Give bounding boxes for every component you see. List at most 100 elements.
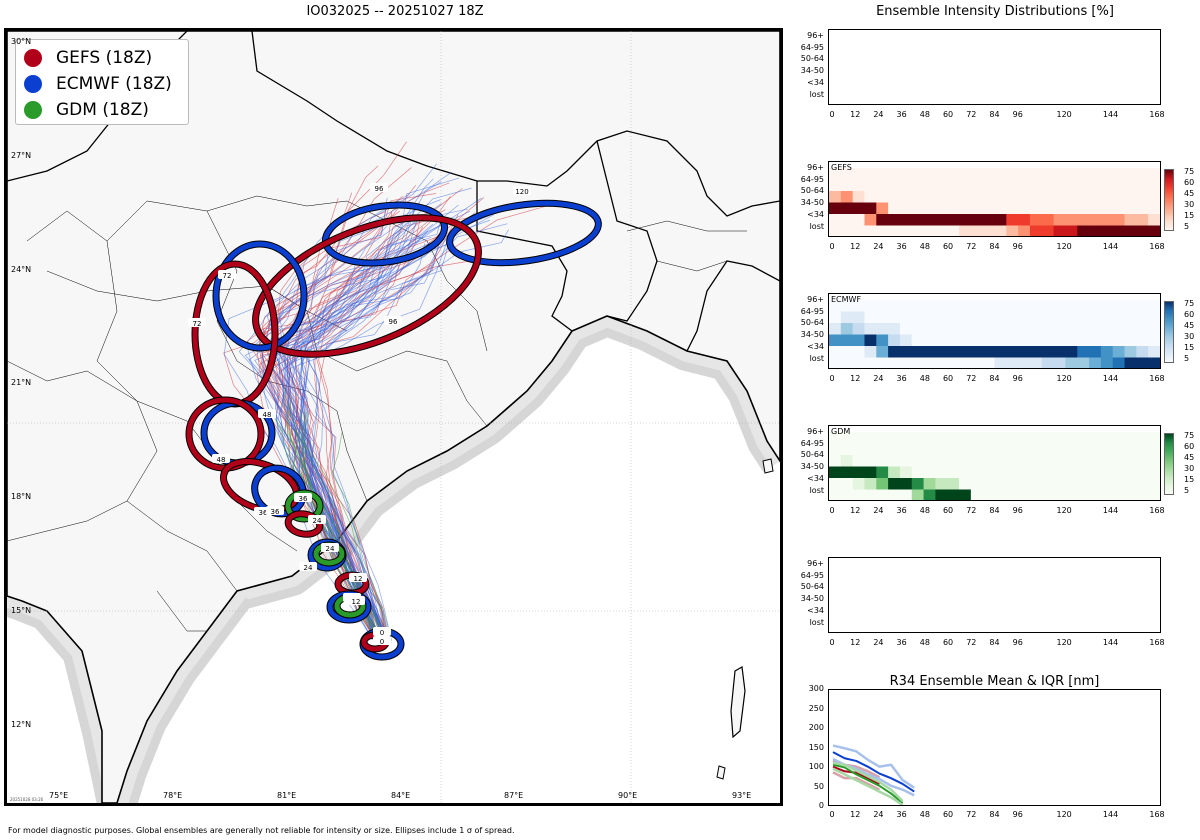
gdm-marker xyxy=(24,101,42,119)
heatmap-cell xyxy=(1077,489,1090,500)
x-tick-label: 168 xyxy=(1149,374,1165,383)
heatmap-cell xyxy=(899,443,913,456)
footer-note: For model diagnostic purposes. Global en… xyxy=(8,826,515,835)
heatmap-cell xyxy=(1018,346,1031,358)
legend-entry-gefs: GEFS (18Z) xyxy=(24,46,152,70)
track-map[interactable]: 12096967272484836363624242412121200 GEFS… xyxy=(4,28,783,806)
heatmap-cell xyxy=(840,443,854,456)
heatmap-cell xyxy=(1006,443,1019,456)
heatmap-cell xyxy=(911,478,924,490)
heatmap-cell xyxy=(1018,334,1031,347)
heatmap-cell xyxy=(1136,346,1149,358)
heatmap-cell xyxy=(959,489,972,500)
heatmap-cell xyxy=(994,168,1007,180)
heatmap-cell xyxy=(864,334,877,347)
heatmap-cell xyxy=(994,443,1007,456)
heatmap-cell xyxy=(959,466,972,479)
heatmap-cell xyxy=(994,455,1007,467)
y-tick-label: 96+ xyxy=(807,559,824,568)
heatmap-cell xyxy=(888,300,901,312)
heatmap-cell xyxy=(888,466,901,479)
heatmap-cell xyxy=(959,191,972,203)
heatmap-cells xyxy=(829,300,1160,368)
intensity-panel xyxy=(828,161,1161,237)
heatmap-cell xyxy=(1029,168,1043,180)
heatmap-cell xyxy=(829,300,842,312)
heatmap-cell xyxy=(1100,432,1114,444)
heatmap-cell xyxy=(840,357,854,368)
heatmap-cell xyxy=(1029,346,1043,358)
heatmap-cell xyxy=(1077,300,1090,312)
heatmap-cell xyxy=(1136,357,1149,368)
heatmap-cell xyxy=(935,311,948,324)
heatmap-cell xyxy=(923,466,936,479)
heatmap-cell xyxy=(982,478,995,490)
heatmap-cell xyxy=(1053,489,1066,500)
heatmap-cell xyxy=(911,346,924,358)
heatmap-cell xyxy=(982,225,995,236)
heatmap-cell xyxy=(1124,323,1137,335)
colorbar xyxy=(1164,433,1174,495)
y-tick-label: 64-95 xyxy=(800,42,824,52)
heatmap-cell xyxy=(982,466,995,479)
x-tick-label: 60 xyxy=(942,110,954,119)
heatmap-cell xyxy=(1112,311,1125,324)
heatmap-cell xyxy=(1136,179,1149,192)
x-tick-label: 96 xyxy=(1012,374,1023,383)
heatmap-cell xyxy=(1077,443,1090,456)
heatmap-cell xyxy=(852,346,865,358)
y-tick-label: lost xyxy=(809,617,824,627)
heatmap-cell xyxy=(947,478,960,490)
heatmap-cell xyxy=(864,489,877,500)
heatmap-cell xyxy=(970,225,984,236)
heatmap-cell xyxy=(864,168,877,180)
heatmap-cell xyxy=(1053,346,1066,358)
heatmap-cell xyxy=(1029,311,1043,324)
heatmap-cell xyxy=(1136,478,1149,490)
ensemble-track xyxy=(288,220,446,638)
heatmap-cell xyxy=(852,311,865,324)
x-tick-label: 168 xyxy=(1149,638,1165,647)
heatmap-cell xyxy=(947,455,960,467)
heatmap-cell xyxy=(1053,191,1066,203)
heatmap-cell xyxy=(923,225,936,236)
heatmap-cell xyxy=(852,323,865,335)
y-tick-label: lost xyxy=(809,221,824,231)
hour-label-box xyxy=(347,596,365,605)
heatmap-cell xyxy=(935,478,948,490)
intensity-panel xyxy=(828,293,1161,369)
heatmap-cell xyxy=(1136,214,1149,226)
heatmap-cell xyxy=(1077,334,1090,347)
x-tick-label: 84 xyxy=(989,638,1000,647)
heatmap-cell xyxy=(1136,455,1149,467)
y-tick-label: 64-95 xyxy=(800,438,824,448)
colorbar-tick: 60 xyxy=(1184,442,1195,451)
lon-label: 81°E xyxy=(277,791,297,800)
heatmap-cell xyxy=(1053,455,1066,467)
x-tick-label: 144 xyxy=(1102,638,1119,647)
heatmap-cell xyxy=(829,455,842,467)
ellipse-hour-label: 120 xyxy=(515,188,528,196)
heatmap-cell xyxy=(947,191,960,203)
heatmap-cell xyxy=(1041,191,1055,203)
heatmap-cell xyxy=(1041,443,1055,456)
heatmap-cell xyxy=(840,168,854,180)
heatmap-cell xyxy=(911,455,924,467)
heatmap-cell xyxy=(1136,489,1149,500)
x-tick-label: 72 xyxy=(966,374,977,383)
heatmap-cell xyxy=(899,334,913,347)
heatmap-cell xyxy=(888,455,901,467)
heatmap-cell xyxy=(888,311,901,324)
heatmap-cell xyxy=(1053,357,1066,368)
heatmap-cell xyxy=(994,323,1007,335)
heatmap-cell xyxy=(970,191,984,203)
heatmap-cell xyxy=(864,346,877,358)
heatmap-cell xyxy=(935,466,948,479)
heatmap-cell xyxy=(959,357,972,368)
heatmap-cell xyxy=(840,466,854,479)
x-tick-label: 168 xyxy=(1149,242,1165,251)
heatmap-cell xyxy=(899,179,913,192)
lat-label: 27°N xyxy=(11,151,32,160)
y-tick-label: <34 xyxy=(807,473,824,483)
heatmap-cell xyxy=(1006,311,1019,324)
